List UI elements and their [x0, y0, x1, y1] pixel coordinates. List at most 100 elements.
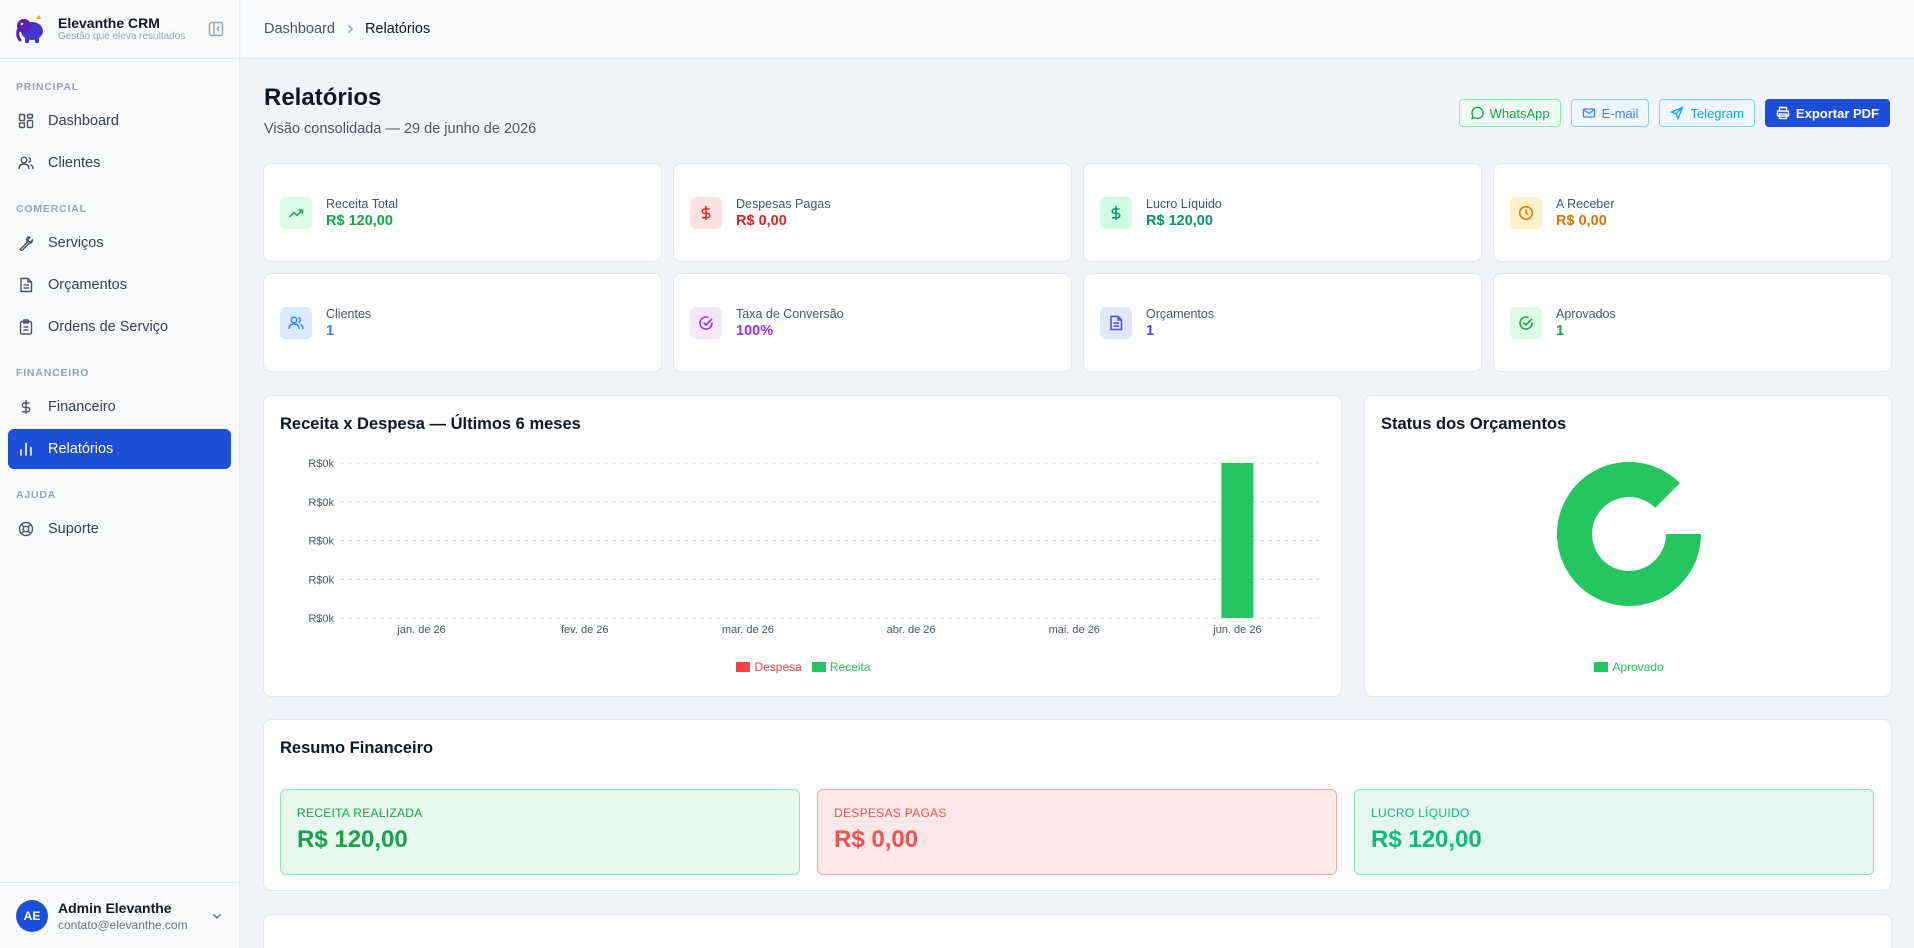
x-tick-label: jan. de 26 [396, 624, 445, 636]
trending-up-icon [288, 208, 304, 218]
kpi-label: Despesas Pagas [736, 196, 831, 211]
mail-icon [1582, 108, 1595, 118]
summary-title: Resumo Financeiro [280, 739, 434, 757]
user-name: Admin Elevanthe [58, 899, 172, 916]
legend-swatch [811, 662, 826, 672]
chart-legend: Despesa Receita [264, 660, 1343, 674]
x-tick-label: mai. de 26 [1049, 624, 1100, 636]
nav-section-ajuda: AJUDA [16, 489, 57, 501]
file-text-icon [1110, 315, 1123, 330]
x-tick-label: abr. de 26 [887, 624, 936, 636]
sidebar-item-label: Serviços [48, 235, 104, 251]
nav-section-comercial: COMERCIAL [16, 203, 87, 215]
revenue-expense-bar-chart: R$0k R$0k R$0k R$0k R$0k jan. de 26 fev. de 26… [308, 458, 1319, 636]
kpi-card-despesas-pagas: Despesas Pagas R$ 0,00 [673, 163, 1072, 262]
sidebar-item-dashboard[interactable]: Dashboard [8, 101, 231, 141]
summary-value: R$ 120,00 [297, 826, 408, 853]
send-icon [1670, 106, 1685, 120]
kpi-value: R$ 120,00 [326, 212, 393, 229]
kpi-label: A Receber [1556, 196, 1615, 211]
sidebar-item-financeiro[interactable]: Financeiro [8, 387, 231, 427]
dollar-icon [1111, 205, 1121, 220]
whatsapp-button[interactable]: WhatsApp [1458, 99, 1561, 127]
legend-item-receita[interactable]: Receita [811, 660, 871, 674]
summary-revenue-box: RECEITA REALIZADA R$ 120,00 [280, 789, 800, 875]
telegram-button[interactable]: Telegram [1659, 99, 1755, 127]
brand-header: Elevanthe CRM Gestão que eleva resultado… [0, 0, 239, 59]
summary-profit-box: LUCRO LÍQUIDO R$ 120,00 [1354, 789, 1874, 875]
kpi-label: Aprovados [1556, 306, 1616, 321]
email-button[interactable]: E-mail [1570, 99, 1650, 127]
sidebar-item-servicos[interactable]: Serviços [8, 223, 231, 263]
sidebar-item-label: Financeiro [48, 399, 116, 415]
kpi-label: Taxa de Conversão [736, 306, 844, 321]
kpi-card-lucro-liquido: Lucro Líquido R$ 120,00 [1083, 163, 1482, 262]
y-tick-label: R$0k [308, 536, 334, 548]
quote-status-chart-card: Status dos Orçamentos Aprovado [1364, 395, 1892, 697]
printer-icon [1776, 106, 1790, 120]
sidebar-item-ordens-servico[interactable]: Ordens de Serviço [8, 307, 231, 347]
chevron-down-icon[interactable] [210, 909, 224, 923]
kpi-card-a-receber: A Receber R$ 0,00 [1493, 163, 1892, 262]
export-pdf-button[interactable]: Exportar PDF [1764, 99, 1890, 127]
bar-chart-icon [20, 442, 32, 456]
summary-value: R$ 0,00 [834, 826, 919, 853]
legend-label: Aprovado [1612, 660, 1664, 674]
sidebar-collapse-icon[interactable] [207, 20, 225, 38]
chart-title: Status dos Orçamentos [1381, 415, 1567, 433]
kpi-value: R$ 120,00 [1146, 212, 1213, 229]
clock-icon [1518, 205, 1534, 220]
elephant-logo-icon [16, 15, 43, 43]
dollar-icon [701, 205, 711, 220]
check-circle-icon [699, 315, 713, 330]
next-section-card [263, 914, 1892, 948]
kpi-value: 1 [1146, 322, 1155, 339]
sidebar-item-label: Suporte [48, 521, 99, 537]
kpi-label: Lucro Líquido [1146, 196, 1222, 211]
chart-title: Receita x Despesa — Últimos 6 meses [280, 415, 581, 433]
sidebar-item-relatorios[interactable]: Relatórios [8, 429, 231, 469]
share-actions: WhatsApp E-mail Telegram Exportar PDF [1458, 99, 1890, 127]
legend-swatch [736, 662, 751, 672]
sidebar-item-clientes[interactable]: Clientes [8, 143, 231, 183]
breadcrumb-home-link[interactable]: Dashboard [264, 21, 335, 37]
summary-value: R$ 120,00 [1371, 826, 1482, 853]
sidebar-item-suporte[interactable]: Suporte [8, 509, 231, 549]
donut-slice-aprovado[interactable] [1557, 461, 1701, 606]
grid-icon [18, 113, 34, 129]
kpi-label: Clientes [326, 306, 372, 321]
page-title: Relatórios [264, 84, 382, 111]
whatsapp-icon [1470, 106, 1484, 120]
avatar: AE [16, 899, 48, 932]
sidebar-item-orcamentos[interactable]: Orçamentos [8, 265, 231, 305]
revenue-expense-chart-card: Receita x Despesa — Últimos 6 meses R$0k… [263, 395, 1342, 697]
users-icon [18, 156, 34, 170]
user-menu[interactable]: AE Admin Elevanthe contato@elevanthe.com [0, 882, 240, 948]
legend-item-despesa[interactable]: Despesa [736, 660, 802, 674]
y-tick-label: R$0k [308, 497, 334, 509]
kpi-card-clientes: Clientes 1 [263, 273, 662, 372]
legend-item-aprovado[interactable]: Aprovado [1594, 660, 1664, 674]
breadcrumb: Dashboard Relatórios [241, 0, 1914, 59]
kpi-label: Receita Total [326, 196, 399, 211]
brand-name: Elevanthe CRM [58, 15, 160, 31]
bar-receita[interactable] [1221, 463, 1254, 618]
sidebar: Elevanthe CRM Gestão que eleva resultado… [0, 0, 240, 948]
y-tick-label: R$0k [308, 613, 334, 625]
life-buoy-icon [18, 521, 34, 537]
page-subtitle: Visão consolidada — 29 de junho de 2026 [264, 121, 537, 137]
kpi-value: 1 [1556, 322, 1565, 339]
financial-summary-card: Resumo Financeiro RECEITA REALIZADA R$ 1… [263, 719, 1892, 891]
whatsapp-label: WhatsApp [1489, 105, 1550, 121]
telegram-label: Telegram [1690, 105, 1744, 121]
summary-label: LUCRO LÍQUIDO [1371, 806, 1470, 820]
kpi-grid: Receita Total R$ 120,00 Despesas Pagas R$ … [263, 163, 1892, 372]
sidebar-item-label: Dashboard [48, 113, 119, 129]
legend-swatch [1594, 662, 1609, 672]
summary-expense-box: DESPESAS PAGAS R$ 0,00 [817, 789, 1337, 875]
kpi-card-taxa-conversao: Taxa de Conversão 100% [673, 273, 1072, 372]
export-pdf-label: Exportar PDF [1795, 105, 1879, 121]
sidebar-item-label: Ordens de Serviço [48, 319, 169, 335]
kpi-card-receita-total: Receita Total R$ 120,00 [263, 163, 662, 262]
kpi-label: Orçamentos [1146, 306, 1215, 321]
